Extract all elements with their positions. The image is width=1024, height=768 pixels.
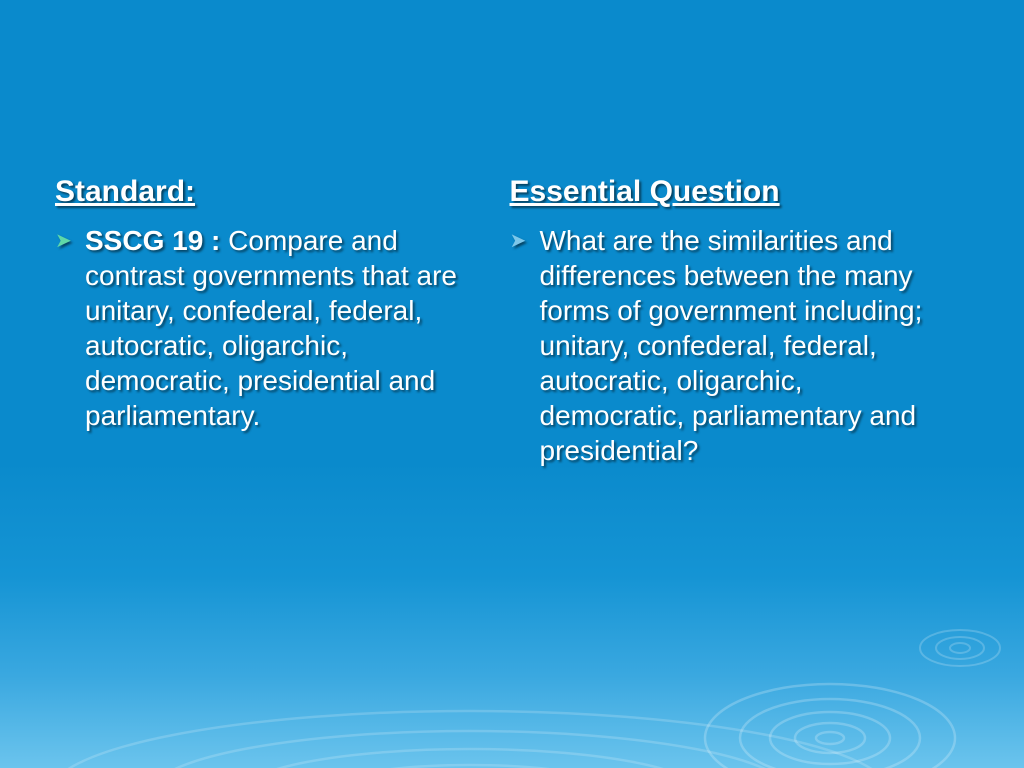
- left-bullet-item: ➤ SSCG 19 : Compare and contrast governm…: [85, 223, 485, 433]
- slide-content: Standard: ➤ SSCG 19 : Compare and contra…: [0, 0, 1024, 768]
- left-heading: Standard:: [55, 175, 485, 209]
- right-bullet-item: ➤ What are the similarities and differen…: [540, 223, 940, 468]
- left-bullet-bold: SSCG 19 :: [85, 225, 228, 256]
- right-bullet-text: What are the similarities and difference…: [540, 225, 923, 466]
- right-heading: Essential Question: [510, 175, 940, 209]
- right-column: Essential Question ➤ What are the simila…: [505, 175, 970, 713]
- chevron-right-icon: ➤: [510, 229, 527, 254]
- chevron-right-icon: ➤: [55, 229, 72, 254]
- left-column: Standard: ➤ SSCG 19 : Compare and contra…: [55, 175, 505, 713]
